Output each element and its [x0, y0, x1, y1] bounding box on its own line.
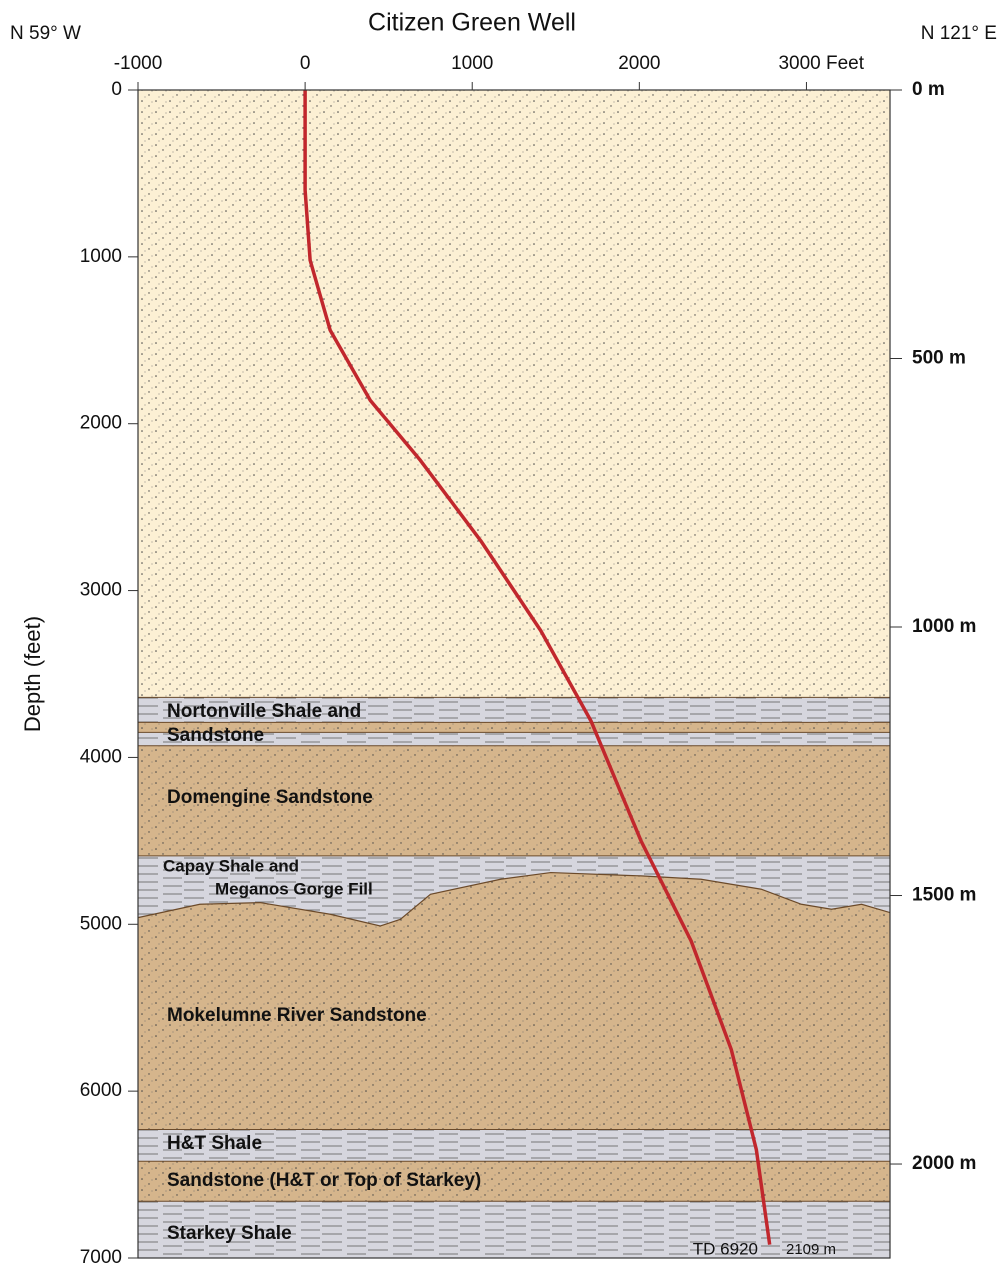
layer-label: Domengine Sandstone	[167, 787, 373, 808]
chart: Citizen Green Well N 59° W N 121° E Dept…	[0, 0, 1004, 1267]
annotation: TD 6920	[693, 1239, 758, 1258]
y-tick-label: 2000	[80, 413, 122, 434]
y-axis-title: Depth (feet)	[20, 616, 45, 732]
y-tick-label: 6000	[80, 1080, 122, 1101]
layer-texture	[138, 873, 890, 1130]
y-tick-label: 7000	[80, 1247, 122, 1267]
annotation: 2109 m	[786, 1241, 836, 1258]
layer-label: Sandstone (H&T or Top of Starkey)	[167, 1170, 481, 1191]
y2-tick-label: 1500 m	[912, 885, 976, 906]
layer-label: Starkey Shale	[167, 1223, 292, 1244]
y2-tick-label: 1000 m	[912, 616, 976, 637]
layer-texture	[138, 90, 890, 697]
direction-right: N 121° E	[921, 23, 997, 44]
x-tick-label: 1000	[451, 53, 493, 74]
chart-title: Citizen Green Well	[368, 9, 576, 37]
x-tick-label: -1000	[114, 53, 163, 74]
y2-tick-label: 0 m	[912, 79, 945, 100]
y-tick-label: 5000	[80, 913, 122, 934]
layer-label: Sandstone	[167, 725, 264, 746]
x-tick-label: 3000 Feet	[778, 53, 864, 74]
layer-label: H&T Shale	[167, 1133, 262, 1154]
y-tick-label: 3000	[80, 580, 122, 601]
y2-tick-label: 2000 m	[912, 1153, 976, 1174]
y-tick-label: 0	[111, 79, 122, 100]
x-tick-label: 2000	[618, 53, 660, 74]
layer-label: Nortonville Shale and	[167, 701, 361, 722]
layer-label: Meganos Gorge Fill	[215, 879, 373, 898]
y-tick-label: 4000	[80, 746, 122, 767]
layer-label: Capay Shale and	[163, 856, 299, 875]
y-tick-label: 1000	[80, 246, 122, 267]
direction-left: N 59° W	[10, 23, 81, 44]
y2-tick-label: 500 m	[912, 348, 966, 369]
x-tick-label: 0	[300, 53, 311, 74]
layer-label: Mokelumne River Sandstone	[167, 1005, 427, 1026]
